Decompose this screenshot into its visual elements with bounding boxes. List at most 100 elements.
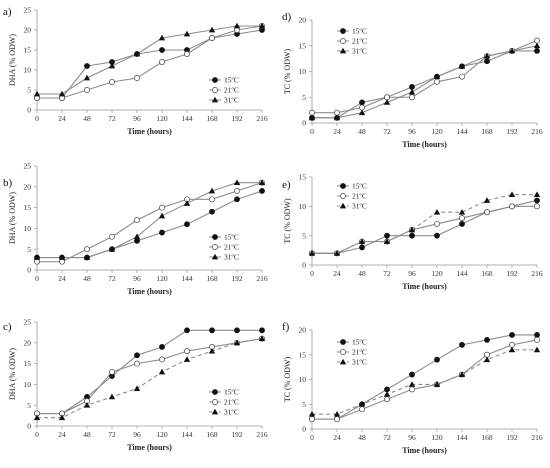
data-point — [108, 62, 116, 69]
data-point — [409, 94, 415, 101]
data-point — [33, 254, 41, 260]
legend-marker — [340, 38, 346, 44]
legend-label: 31ºC — [224, 408, 239, 417]
x-tick-label: 192 — [231, 114, 243, 123]
legend-label: 31ºC — [224, 96, 239, 105]
panel-label: c) — [3, 321, 12, 333]
x-tick-label: 24 — [333, 433, 341, 442]
data-point — [184, 327, 190, 334]
series-line-3 — [312, 349, 537, 415]
y-tick-label: 20 — [24, 338, 32, 347]
legend-marker — [340, 193, 346, 199]
series-line-1 — [312, 334, 537, 420]
series-line-3 — [37, 25, 262, 95]
chart-panel-4: d) 0 5 10 15 20 0 24 48 72 96 120 144 168 192 216 Time (… — [282, 11, 543, 149]
data-point — [534, 197, 540, 204]
x-tick-label: 96 — [133, 274, 141, 283]
y-tick-label: 10 — [299, 67, 307, 76]
data-point — [134, 217, 140, 224]
data-point — [33, 414, 41, 421]
data-point — [209, 208, 215, 215]
data-point — [333, 410, 341, 417]
x-axis-label: Time (hours) — [127, 127, 172, 136]
data-point — [458, 209, 466, 215]
data-point — [384, 94, 390, 101]
data-point — [234, 327, 240, 334]
data-point — [134, 75, 140, 81]
panel-label: e) — [282, 179, 291, 191]
y-tick-label: 10 — [24, 66, 32, 75]
data-point — [233, 22, 241, 29]
y-tick-label: 0 — [27, 266, 31, 275]
legend-label: 31ºC — [352, 358, 367, 367]
x-tick-label: 96 — [408, 269, 416, 278]
x-tick-label: 24 — [333, 127, 341, 136]
y-tick-label: 0 — [27, 422, 31, 431]
data-point — [208, 347, 216, 354]
data-point — [434, 78, 440, 85]
data-point — [134, 352, 140, 359]
x-tick-label: 72 — [383, 127, 391, 136]
legend-marker — [340, 349, 346, 355]
legend-marker — [212, 234, 218, 240]
panel-label: d) — [282, 11, 292, 23]
series-line-2 — [312, 205, 537, 254]
x-tick-label: 48 — [83, 430, 91, 439]
x-tick-label: 168 — [206, 430, 218, 439]
data-point — [358, 238, 366, 244]
data-point — [158, 368, 166, 375]
data-point — [234, 196, 240, 203]
x-tick-label: 0 — [310, 433, 314, 442]
y-axis-label: DHA (% ODW) — [8, 34, 17, 86]
data-point — [209, 327, 215, 334]
series-line-1 — [37, 329, 262, 415]
data-point — [233, 179, 241, 186]
legend-marker — [212, 389, 218, 395]
x-axis-label: Time (hours) — [127, 287, 172, 296]
data-point — [408, 88, 416, 95]
data-point — [358, 401, 366, 407]
x-tick-label: 168 — [481, 269, 493, 278]
legend-marker — [339, 47, 347, 54]
y-axis-label: DHA (% ODW) — [8, 192, 17, 244]
y-tick-label: 5 — [302, 400, 306, 409]
x-tick-label: 192 — [506, 127, 518, 136]
x-tick-label: 192 — [506, 433, 518, 442]
data-point — [183, 30, 191, 37]
x-tick-label: 120 — [431, 127, 443, 136]
data-point — [184, 348, 190, 355]
data-point — [108, 246, 116, 252]
x-tick-label: 0 — [35, 114, 39, 123]
data-point — [234, 188, 240, 194]
x-tick-label: 120 — [156, 430, 168, 439]
y-tick-label: 15 — [299, 350, 307, 359]
data-point — [109, 79, 115, 85]
legend-label: 21ºC — [352, 37, 367, 46]
chart-panel-2: b) 0 5 10 15 20 25 0 24 48 72 96 120 144 168 192 216 Time… — [3, 162, 268, 296]
x-axis-label: Time (hours) — [402, 140, 447, 149]
data-point — [433, 209, 441, 215]
data-point — [458, 63, 466, 69]
legend-marker — [211, 408, 219, 415]
data-point — [158, 212, 166, 219]
legend-marker — [211, 96, 219, 103]
data-point — [309, 416, 315, 423]
x-tick-label: 168 — [481, 127, 493, 136]
x-tick-label: 216 — [256, 430, 268, 439]
y-tick-label: 5 — [302, 231, 306, 240]
data-point — [433, 73, 441, 80]
data-point — [459, 73, 465, 80]
data-point — [209, 35, 215, 41]
legend-label: 31ºC — [352, 202, 367, 211]
x-tick-label: 216 — [531, 269, 543, 278]
data-point — [184, 51, 190, 57]
x-tick-label: 216 — [256, 114, 268, 123]
x-tick-label: 144 — [456, 269, 468, 278]
x-tick-label: 192 — [506, 269, 518, 278]
data-point — [483, 197, 491, 203]
panel-label: a) — [3, 6, 12, 18]
legend-label: 21ºC — [352, 192, 367, 201]
x-tick-label: 72 — [108, 114, 116, 123]
data-point — [258, 179, 266, 186]
y-tick-label: 0 — [302, 261, 306, 270]
